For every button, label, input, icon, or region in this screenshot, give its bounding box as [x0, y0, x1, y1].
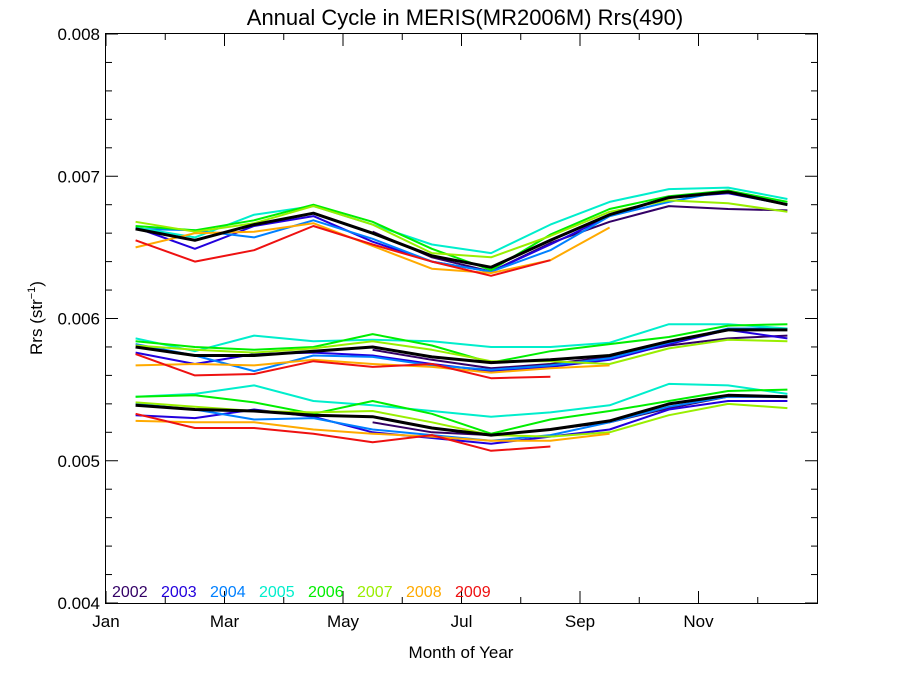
series-line-2006-group-3	[135, 388, 788, 435]
legend-entry-2004: 2004	[210, 584, 246, 601]
series-line-2005-group-2	[135, 323, 788, 353]
legend-entry-2008: 2008	[406, 584, 442, 601]
series-lines	[135, 186, 788, 452]
series-line-2007-group-2	[135, 338, 788, 365]
legend-entry-2006: 2006	[308, 584, 344, 601]
x-tick-label: Jan	[92, 612, 119, 631]
legend-entry-2007: 2007	[357, 584, 393, 601]
plot-frame	[105, 33, 818, 604]
series-line-mean-group-2	[135, 328, 788, 365]
series-line-2009-group-3	[135, 412, 551, 452]
x-tick-label: Nov	[683, 612, 714, 631]
y-axis-label-close: )	[27, 281, 46, 287]
series-line-2007-group-1	[135, 199, 788, 259]
chart-title: Annual Cycle in MERIS(MR2006M) Rrs(490)	[247, 5, 683, 30]
y-tick-label: 0.005	[57, 452, 100, 471]
legend-entry-2005: 2005	[259, 584, 295, 601]
y-tick-label: 0.006	[57, 310, 100, 329]
legend-entry-2003: 2003	[161, 584, 197, 601]
y-axis-label: Rrs (str−1)	[26, 281, 46, 355]
x-axis-label: Month of Year	[409, 643, 514, 662]
series-line-2005-group-1	[135, 186, 788, 255]
x-tick-label: Jul	[451, 612, 473, 631]
series-line-2006-group-2	[135, 323, 788, 364]
y-tick-label: 0.008	[57, 25, 100, 44]
y-axis-label-superscript: −1	[26, 287, 38, 300]
series-line-2008-group-2	[135, 358, 610, 374]
y-axis-label-main: Rrs (str	[27, 299, 46, 355]
legend-entry-2002: 2002	[112, 584, 148, 601]
y-tick-label: 0.007	[57, 167, 100, 186]
x-tick-label: Sep	[565, 612, 595, 631]
legend: 2002 2003 2004 2005 2006 2007 2008 2009	[112, 584, 491, 601]
series-line-mean-group-3	[135, 393, 788, 437]
x-tick-label: May	[327, 612, 360, 631]
x-tick-label: Mar	[210, 612, 240, 631]
legend-entry-2009: 2009	[455, 584, 491, 601]
series-line-mean-group-1	[135, 190, 788, 269]
series-line-2005-group-3	[135, 382, 788, 418]
series-line-2009-group-1	[135, 225, 551, 277]
series-line-2009-group-2	[135, 353, 551, 380]
y-tick-label: 0.004	[57, 594, 100, 613]
series-line-2008-group-3	[135, 419, 610, 442]
series-line-2002-group-2	[372, 334, 788, 370]
axis-ticks: 0.004 0.005 0.006 0.007 0.008 Jan Mar May Jul Sep…	[57, 25, 817, 631]
